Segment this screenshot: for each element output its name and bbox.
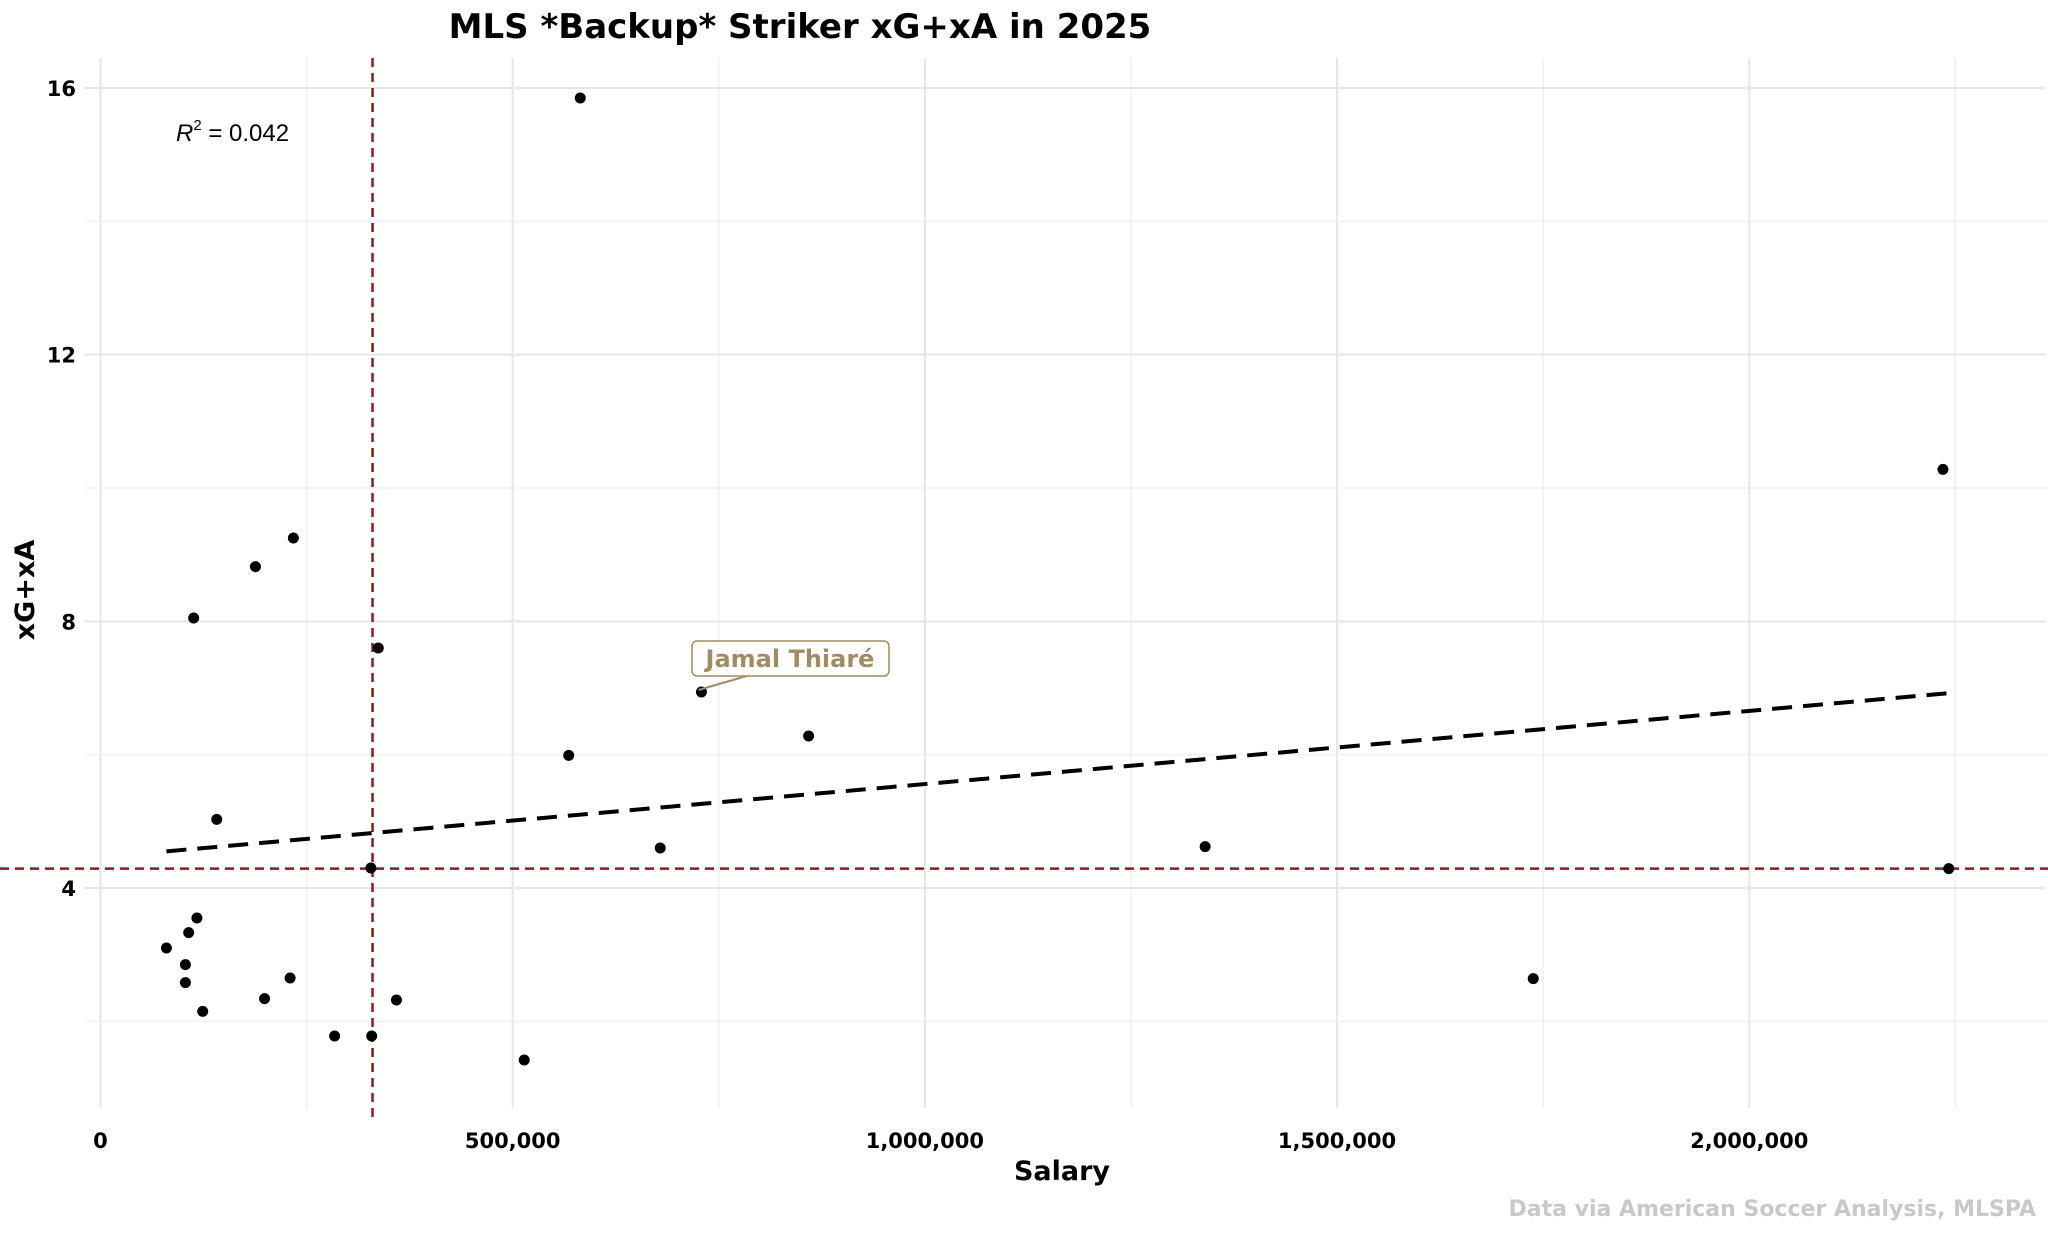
y-axis-title: xG+xA	[10, 540, 41, 641]
data-point	[563, 749, 575, 761]
data-point	[287, 532, 299, 544]
data-point	[1527, 973, 1539, 985]
data-point	[390, 994, 402, 1006]
data-point	[654, 842, 666, 854]
callout-leader-line	[698, 674, 751, 691]
x-axis-title: Salary	[1014, 1156, 1110, 1187]
grid-layer	[84, 58, 2046, 1108]
data-point	[188, 612, 200, 624]
highlight-callout: Jamal Thiaré	[691, 640, 890, 691]
data-point	[329, 1030, 341, 1042]
x-tick-label: 500,000	[465, 1129, 561, 1153]
data-point	[365, 862, 377, 874]
y-tick-label: 8	[61, 610, 76, 634]
x-tick-label: 0	[93, 1129, 108, 1153]
r-squared-symbol: R	[176, 120, 193, 147]
r-squared-value: = 0.042	[202, 120, 289, 147]
data-point	[179, 977, 191, 989]
x-tick-label: 1,000,000	[866, 1129, 984, 1153]
data-point	[574, 92, 586, 104]
data-point	[183, 927, 195, 939]
data-point	[1937, 463, 1949, 475]
data-point	[372, 642, 384, 654]
data-point	[197, 1005, 209, 1017]
data-point	[259, 993, 271, 1005]
data-point	[179, 959, 191, 971]
x-tick-label: 1,500,000	[1278, 1129, 1396, 1153]
data-point	[518, 1054, 530, 1066]
points-layer	[160, 92, 1955, 1066]
y-tick-label: 12	[47, 344, 76, 368]
chart-title: MLS *Backup* Striker xG+xA in 2025	[449, 7, 1152, 47]
data-point	[1943, 863, 1955, 875]
trend-line-layer	[166, 691, 1948, 854]
callout-label: Jamal Thiaré	[704, 645, 875, 673]
tick-labels-layer: 0 500,000 1,000,000 1,500,000 2,000,000 4 8 12 1…	[47, 77, 1809, 1153]
y-tick-label: 16	[47, 77, 76, 101]
reference-lines-layer	[0, 58, 2048, 1120]
data-point	[249, 561, 261, 573]
data-point	[366, 1030, 378, 1042]
data-point	[211, 813, 223, 825]
data-point	[803, 730, 815, 742]
r-squared-annotation: R2 = 0.042	[176, 117, 289, 147]
data-point	[284, 972, 296, 984]
data-point	[160, 942, 172, 954]
data-point	[1199, 841, 1211, 853]
data-point	[191, 912, 203, 924]
y-tick-label: 4	[61, 877, 76, 901]
r-squared-exponent: 2	[193, 117, 201, 134]
x-tick-label: 2,000,000	[1690, 1129, 1808, 1153]
chart-caption: Data via American Soccer Analysis, MLSPA	[1508, 1197, 2036, 1222]
trend-line	[166, 691, 1948, 854]
callout-label-box	[691, 640, 890, 677]
